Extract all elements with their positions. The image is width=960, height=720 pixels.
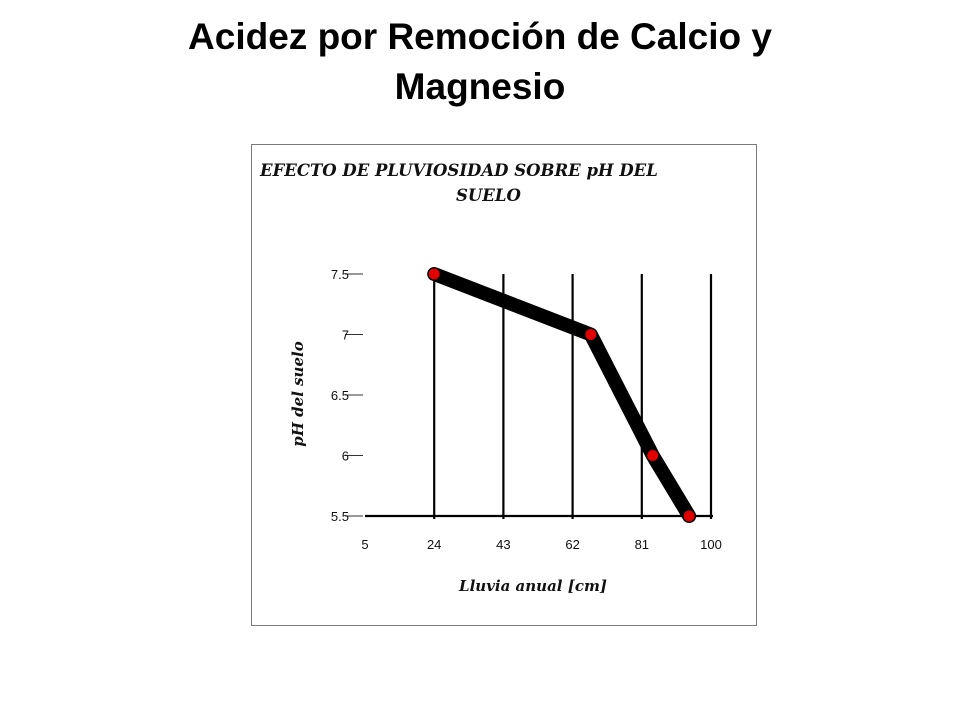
x-tick-label: 43 xyxy=(496,537,510,552)
series-line-0 xyxy=(427,267,697,523)
data-point xyxy=(585,329,597,340)
x-tick-label: 62 xyxy=(565,537,579,552)
data-point xyxy=(647,450,659,461)
y-axis-label: pH del suelo xyxy=(289,341,307,446)
chart-title-line-2: SUELO xyxy=(456,186,521,205)
y-tick-label: 7.5 xyxy=(331,267,349,282)
chart-ticks: 5 24 43 62 81 100 5.5 6 6.5 7 7.5 xyxy=(331,267,722,552)
data-point xyxy=(683,510,695,522)
x-tick-label: 100 xyxy=(700,537,722,552)
chart-axes xyxy=(345,273,713,518)
x-tick-label: 5 xyxy=(361,537,368,552)
chart-grid xyxy=(433,274,713,519)
x-tick-label: 81 xyxy=(635,537,649,552)
x-axis-label: Lluvia anual [cm] xyxy=(458,577,607,595)
slide-title: Acidez por Remoción de Calcio y Magnesio xyxy=(188,16,772,107)
data-point xyxy=(428,268,440,280)
y-tick-label: 7 xyxy=(342,328,349,343)
chart-series xyxy=(427,267,697,523)
y-tick-label: 6.5 xyxy=(331,388,349,403)
y-tick-label: 6 xyxy=(342,449,349,464)
chart-title-line-1: EFECTO DE PLUVIOSIDAD SOBRE pH DEL xyxy=(259,161,658,180)
y-tick-label: 5.5 xyxy=(331,509,349,524)
x-tick-label: 24 xyxy=(427,537,441,552)
chart-title: EFECTO DE PLUVIOSIDAD SOBRE pH DEL SUELO xyxy=(259,161,658,205)
